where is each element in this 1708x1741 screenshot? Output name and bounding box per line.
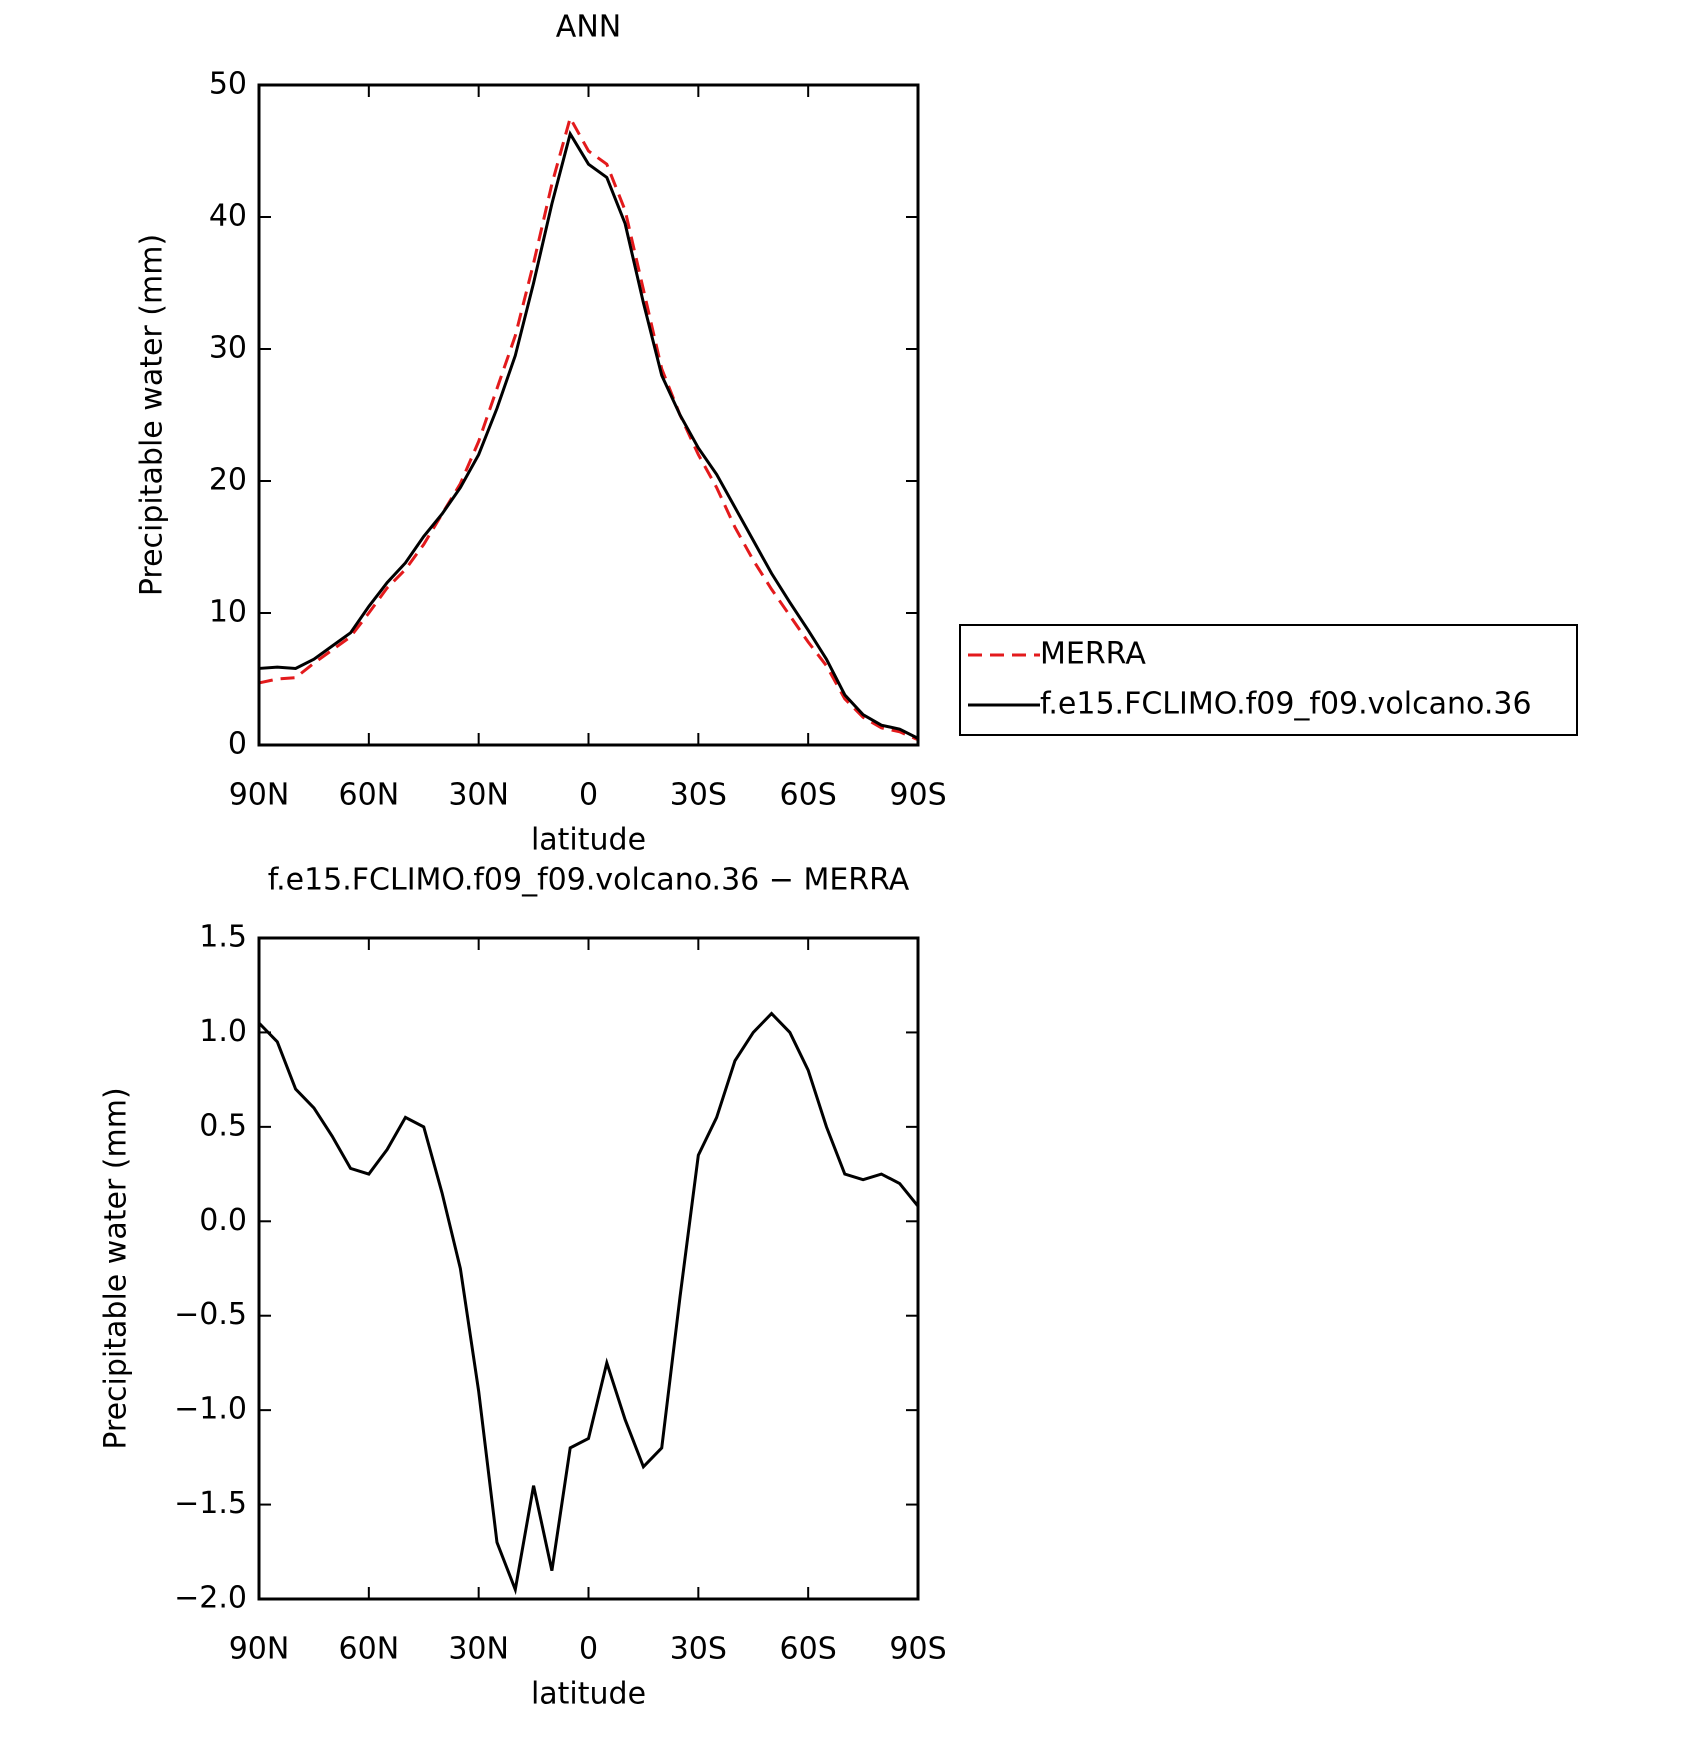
legend-label: MERRA: [1040, 637, 1146, 672]
x-tick-label: 90S: [889, 778, 946, 813]
x-tick-label: 30S: [670, 1632, 727, 1667]
legend-box: [959, 624, 1578, 736]
legend-label: f.e15.FCLIMO.f09_f09.volcano.36: [1040, 687, 1532, 722]
y-tick-label: 1.5: [199, 920, 247, 955]
y-tick-label: −1.0: [174, 1392, 247, 1427]
x-tick-label: 0: [579, 1632, 598, 1667]
x-tick-label: 30N: [448, 778, 509, 813]
data-line: [258, 114, 919, 742]
x-tick-label: 30S: [670, 778, 727, 813]
data-line: [258, 130, 919, 740]
y-tick-label: 0.5: [199, 1108, 247, 1143]
y-tick-label: −0.5: [174, 1297, 247, 1332]
x-tick-label: 90S: [889, 1632, 946, 1667]
y-tick-label: 30: [209, 331, 247, 366]
x-axis-label: latitude: [531, 1677, 646, 1712]
chart-title: ANN: [556, 10, 621, 45]
y-tick-label: 40: [209, 199, 247, 234]
x-tick-label: 60S: [780, 1632, 837, 1667]
y-tick-label: 50: [209, 67, 247, 102]
x-tick-label: 60S: [780, 778, 837, 813]
y-tick-label: 1.0: [199, 1014, 247, 1049]
x-tick-label: 0: [579, 778, 598, 813]
x-tick-label: 60N: [339, 1632, 400, 1667]
plot-frame: [257, 936, 920, 1601]
y-tick-label: −2.0: [174, 1581, 247, 1616]
chart-title: f.e15.FCLIMO.f09_f09.volcano.36 − MERRA: [268, 863, 910, 898]
x-tick-label: 90N: [229, 778, 290, 813]
y-axis-label: Precipitable water (mm): [135, 234, 170, 596]
y-tick-label: 20: [209, 463, 247, 498]
x-tick-label: 90N: [229, 1632, 290, 1667]
y-axis-label: Precipitable water (mm): [99, 1087, 134, 1449]
x-axis-label: latitude: [531, 823, 646, 858]
y-tick-label: 10: [209, 595, 247, 630]
x-tick-label: 30N: [448, 1632, 509, 1667]
y-tick-label: 0.0: [199, 1203, 247, 1238]
data-line: [257, 1011, 920, 1596]
y-tick-label: −1.5: [174, 1486, 247, 1521]
x-tick-label: 60N: [339, 778, 400, 813]
plot-frame: [257, 83, 920, 747]
y-tick-label: 0: [228, 727, 247, 762]
